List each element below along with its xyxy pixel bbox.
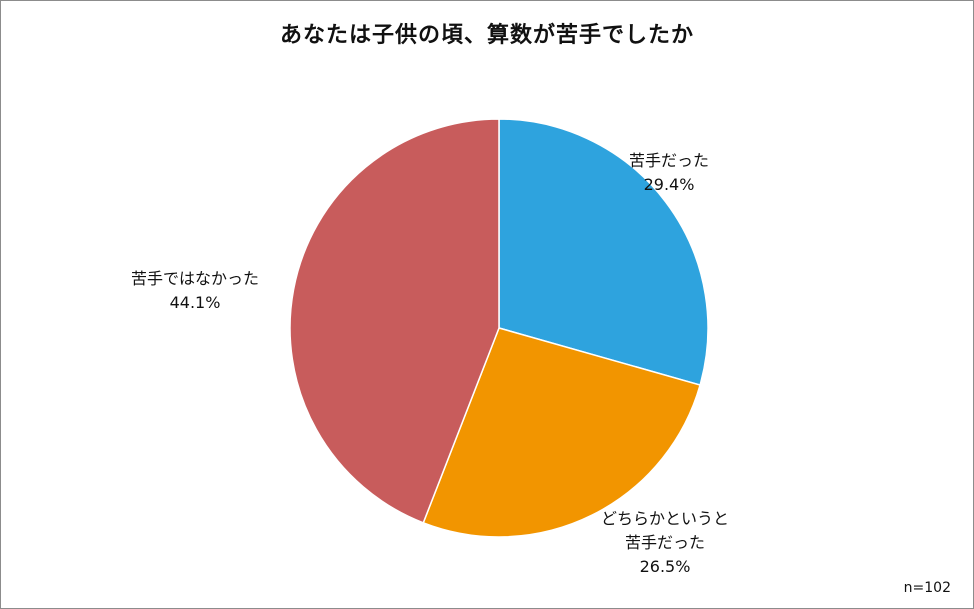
slice-label-text-line2: 苦手だった xyxy=(625,533,706,552)
slice-label-text-line1: どちらかというと xyxy=(601,509,730,528)
sample-size-note: n=102 xyxy=(903,580,951,596)
slice-value-text: 44.1% xyxy=(169,293,221,312)
slice-label-nigate-dewa-nakatta: 苦手ではなかった 44.1% xyxy=(131,267,259,315)
slice-label-nigate-datta: 苦手だった 29.4% xyxy=(629,149,709,197)
chart-title: あなたは子供の頃、算数が苦手でしたか xyxy=(279,23,694,48)
slice-label-text: 苦手ではなかった xyxy=(131,269,260,288)
slice-value-text: 26.5% xyxy=(639,557,691,576)
slice-label-text: 苦手だった xyxy=(629,151,710,170)
pie-slice-nigate-dewa-nakatta xyxy=(289,118,500,524)
pie-slice-dochiraka-nigate xyxy=(422,327,701,538)
pie-slice-nigate-datta xyxy=(498,118,709,386)
slice-label-dochiraka-nigate: どちらかというと 苦手だった 26.5% xyxy=(601,507,729,579)
slice-value-text: 29.4% xyxy=(643,175,695,194)
